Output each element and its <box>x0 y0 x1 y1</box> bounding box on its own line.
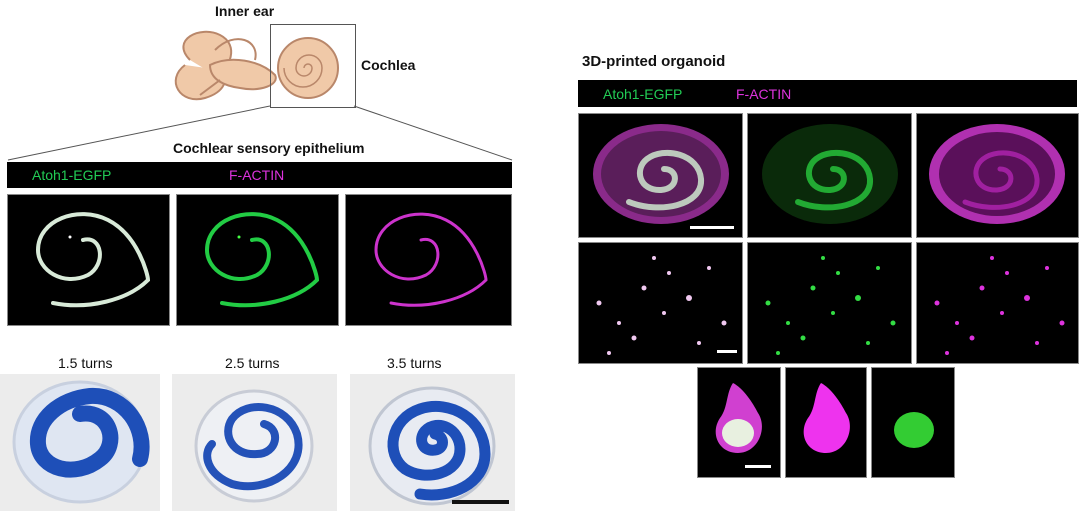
photo-scale-bar <box>452 500 509 504</box>
turns-label-2: 2.5 turns <box>225 355 280 371</box>
organoid-cells-atoh1 <box>747 242 912 364</box>
organoid-cells-factin <box>916 242 1079 364</box>
epithelium-channel-bar: Atoh1-EGFP F-ACTIN <box>7 162 512 188</box>
cochlea-highlight-box <box>270 24 356 108</box>
single-cell-merge <box>697 367 781 478</box>
epithelium-panel-factin <box>345 194 512 326</box>
zoom-lines <box>7 105 513 161</box>
inner-ear-illustration <box>174 30 339 101</box>
epithelium-panel-merge <box>7 194 170 326</box>
inner-ear-title: Inner ear <box>215 3 275 19</box>
organoid-cells-merge <box>578 242 743 364</box>
turns-label-3: 3.5 turns <box>387 355 442 371</box>
single-cell-factin <box>785 367 867 478</box>
epithelium-factin-label: F-ACTIN <box>229 167 285 183</box>
organoid-channel-bar: Atoh1-EGFP F-ACTIN <box>578 80 1077 107</box>
turns-label-1: 1.5 turns <box>58 355 113 371</box>
organoid-title: 3D-printed organoid <box>582 53 726 70</box>
organoid-factin-label: F-ACTIN <box>736 86 792 102</box>
organoid-atoh1-label: Atoh1-EGFP <box>603 86 683 102</box>
epithelium-atoh1-label: Atoh1-EGFP <box>32 167 112 183</box>
single-cell-atoh1 <box>871 367 955 478</box>
cochlea-label: Cochlea <box>361 57 416 73</box>
organoid-photo-1-5-turns <box>0 374 160 511</box>
epithelium-title: Cochlear sensory epithelium <box>173 140 365 156</box>
organoid-whole-merge <box>578 113 743 238</box>
organoid-whole-atoh1 <box>747 113 912 238</box>
organoid-photo-2-5-turns <box>172 374 337 511</box>
epithelium-panel-atoh1 <box>176 194 339 326</box>
organoid-whole-factin <box>916 113 1079 238</box>
organoid-photo-3-5-turns <box>350 374 515 511</box>
